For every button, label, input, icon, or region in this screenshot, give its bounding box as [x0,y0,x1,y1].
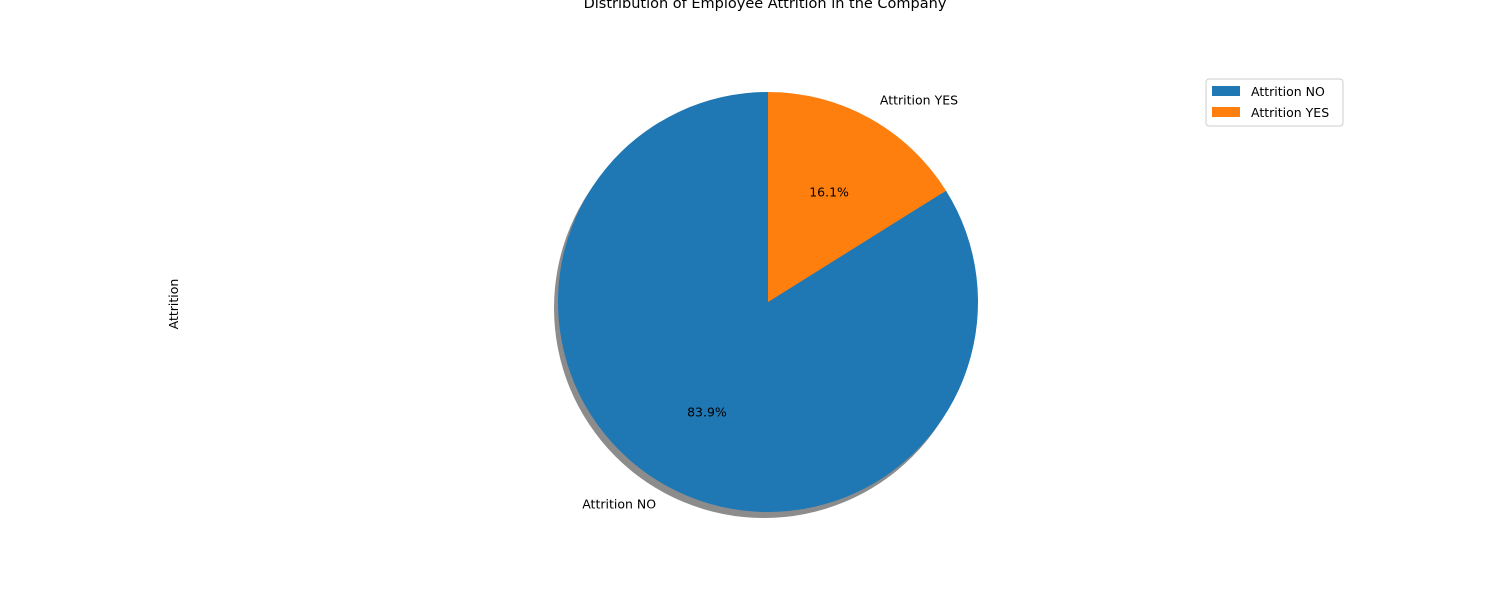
y-axis-label: Attrition [166,279,181,330]
chart-title: Distribution of Employee Attrition in th… [584,0,947,12]
legend-frame [1205,78,1344,127]
slice-label-attrition-no: Attrition NO [582,497,656,512]
legend-label-attrition-no: Attrition NO [1251,84,1325,99]
slice-label-attrition-yes: Attrition YES [880,92,958,107]
pct-label-attrition-no: 83.9% [687,405,727,420]
pie-slice-attrition-yes [768,92,947,302]
legend-swatch-attrition-no [1212,86,1240,96]
pie-labels: Attrition NO 83.9% Attrition YES 16.1% [582,92,958,511]
legend-swatch-attrition-yes [1212,107,1240,117]
legend-label-attrition-yes: Attrition YES [1251,105,1329,120]
legend: Attrition NO Attrition YES [1205,78,1344,127]
pie-slices [557,92,978,512]
pct-label-attrition-yes: 16.1% [809,184,849,199]
pie-slice-attrition-no [557,92,978,512]
